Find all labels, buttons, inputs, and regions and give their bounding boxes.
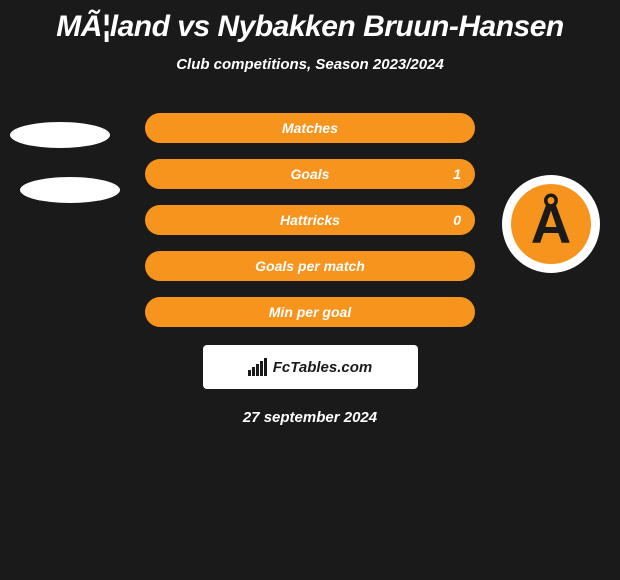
stat-rows: Matches Goals 1 Hattricks 0 Goals per ma… (0, 113, 620, 327)
stat-label: Min per goal (269, 304, 351, 320)
stat-row: Min per goal (0, 297, 620, 327)
footer-brand-text: FcTables.com (273, 359, 372, 376)
stat-row: Matches (0, 113, 620, 143)
stat-label: Goals per match (255, 258, 365, 274)
bar-chart-icon (248, 358, 267, 376)
footer-badge[interactable]: FcTables.com (203, 345, 418, 389)
stat-label: Goals (291, 166, 330, 182)
footer-date: 27 september 2024 (0, 409, 620, 426)
stat-bar-goals: Goals 1 (145, 159, 475, 189)
stat-bar-min-per-goal: Min per goal (145, 297, 475, 327)
stat-right-value: 0 (453, 212, 461, 228)
stat-row: Hattricks 0 (0, 205, 620, 235)
stat-row: Goals 1 (0, 159, 620, 189)
stat-bar-hattricks: Hattricks 0 (145, 205, 475, 235)
stat-label: Matches (282, 120, 338, 136)
page-title: MÃ¦land vs Nybakken Bruun-Hansen (0, 0, 620, 44)
stat-bar-matches: Matches (145, 113, 475, 143)
stat-label: Hattricks (280, 212, 340, 228)
stat-row: Goals per match (0, 251, 620, 281)
stat-bar-goals-per-match: Goals per match (145, 251, 475, 281)
stat-right-value: 1 (453, 166, 461, 182)
page-subtitle: Club competitions, Season 2023/2024 (0, 56, 620, 73)
